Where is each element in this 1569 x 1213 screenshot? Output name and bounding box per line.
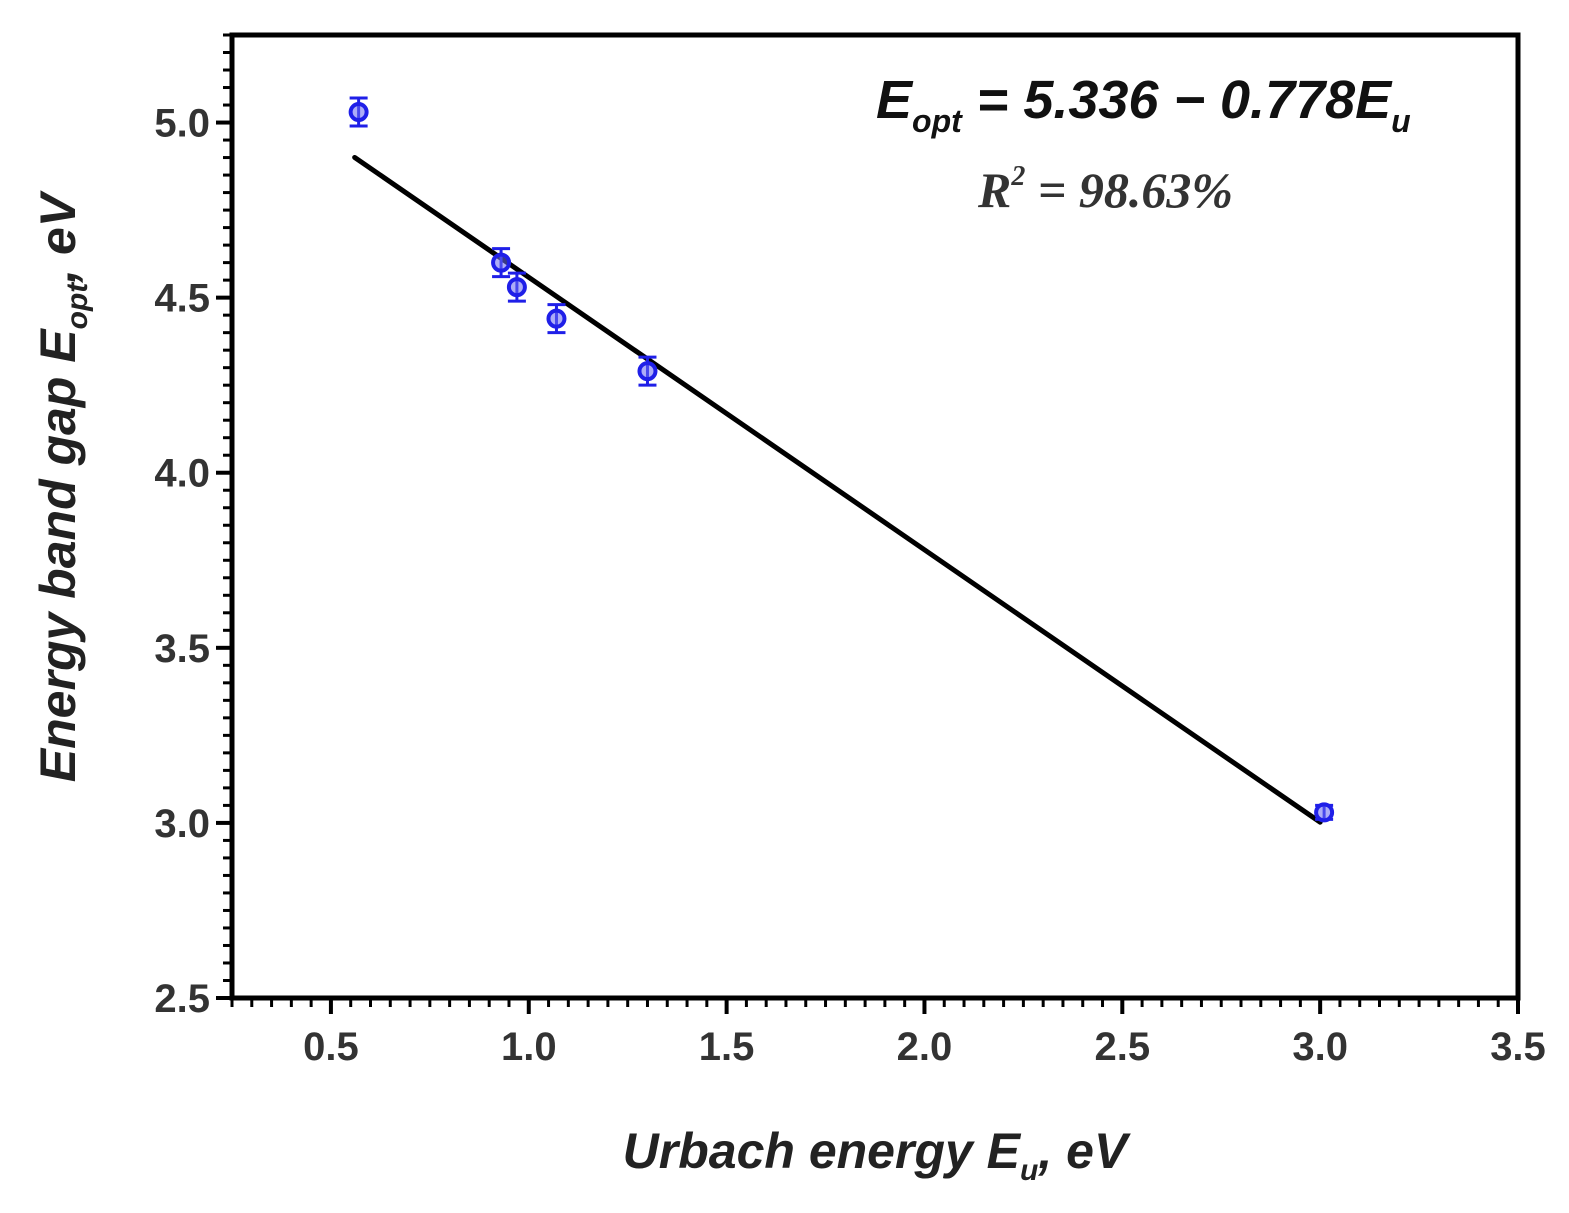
- y-tick-label: 2.5: [154, 977, 210, 1021]
- x-tick-label: 3.0: [1292, 1025, 1348, 1069]
- r-squared-value: = 98.63%: [1025, 162, 1233, 218]
- point-marker: [1314, 802, 1335, 823]
- x-axis-title-subscript: u: [1020, 1154, 1038, 1187]
- data-point: [546, 303, 567, 335]
- equation-lhs: E: [876, 70, 914, 130]
- point-marker: [637, 361, 658, 382]
- point-marker: [506, 277, 527, 298]
- x-tick-label: 1.5: [699, 1025, 755, 1069]
- y-axis-title-subscript: opt: [61, 281, 94, 330]
- y-axis-title-main: Energy band gap E: [30, 328, 86, 783]
- y-tick-label: 4.5: [154, 277, 210, 321]
- r-squared-superscript: 2: [1010, 161, 1025, 192]
- equation-rhs: = 5.336 − 0.778E: [962, 70, 1393, 130]
- equation-label: Eopt = 5.336 − 0.778Eu: [876, 70, 1411, 139]
- y-tick-label: 3.0: [154, 802, 210, 846]
- y-tick-label: 3.5: [154, 627, 210, 671]
- equation-lhs-subscript: opt: [912, 103, 963, 139]
- point-marker: [546, 308, 567, 329]
- fit-line-layer: [352, 154, 1323, 825]
- point-marker: [348, 102, 369, 123]
- data-point: [637, 355, 658, 387]
- x-tick-label: 1.0: [501, 1025, 557, 1069]
- y-axis-title-suffix: , eV: [30, 190, 86, 284]
- r-squared-symbol: R: [977, 162, 1011, 218]
- equation-rhs-subscript: u: [1391, 103, 1411, 139]
- data-point: [348, 96, 369, 128]
- x-axis-ticks: 0.5 1.0 1.5 2.0 2.5 3.0 3.5: [230, 998, 1546, 1069]
- y-axis-ticks: 2.5 3.0 3.5 4.0 4.5 5.0: [154, 33, 232, 1021]
- y-axis-title: Energy band gap Eopt, eV: [30, 190, 94, 782]
- r-squared-label: R2 = 98.63%: [977, 161, 1233, 218]
- x-tick-label: 2.5: [1095, 1025, 1151, 1069]
- point-marker: [491, 252, 512, 273]
- x-axis-title-suffix: , eV: [1037, 1123, 1131, 1179]
- x-tick-label: 0.5: [303, 1025, 359, 1069]
- plot-frame: [229, 32, 1521, 1001]
- fit-line: [352, 154, 1323, 825]
- x-tick-label: 2.0: [897, 1025, 953, 1069]
- y-tick-label: 4.0: [154, 452, 210, 496]
- x-axis-title-main: Urbach energy E: [623, 1123, 1022, 1179]
- x-tick-label: 3.5: [1490, 1025, 1546, 1069]
- data-point: [1314, 802, 1335, 823]
- data-point: [491, 247, 512, 279]
- data-point: [506, 271, 527, 303]
- x-axis-title: Urbach energy Eu, eV: [623, 1123, 1131, 1187]
- data-points-layer: [348, 96, 1335, 823]
- y-tick-label: 5.0: [154, 102, 210, 146]
